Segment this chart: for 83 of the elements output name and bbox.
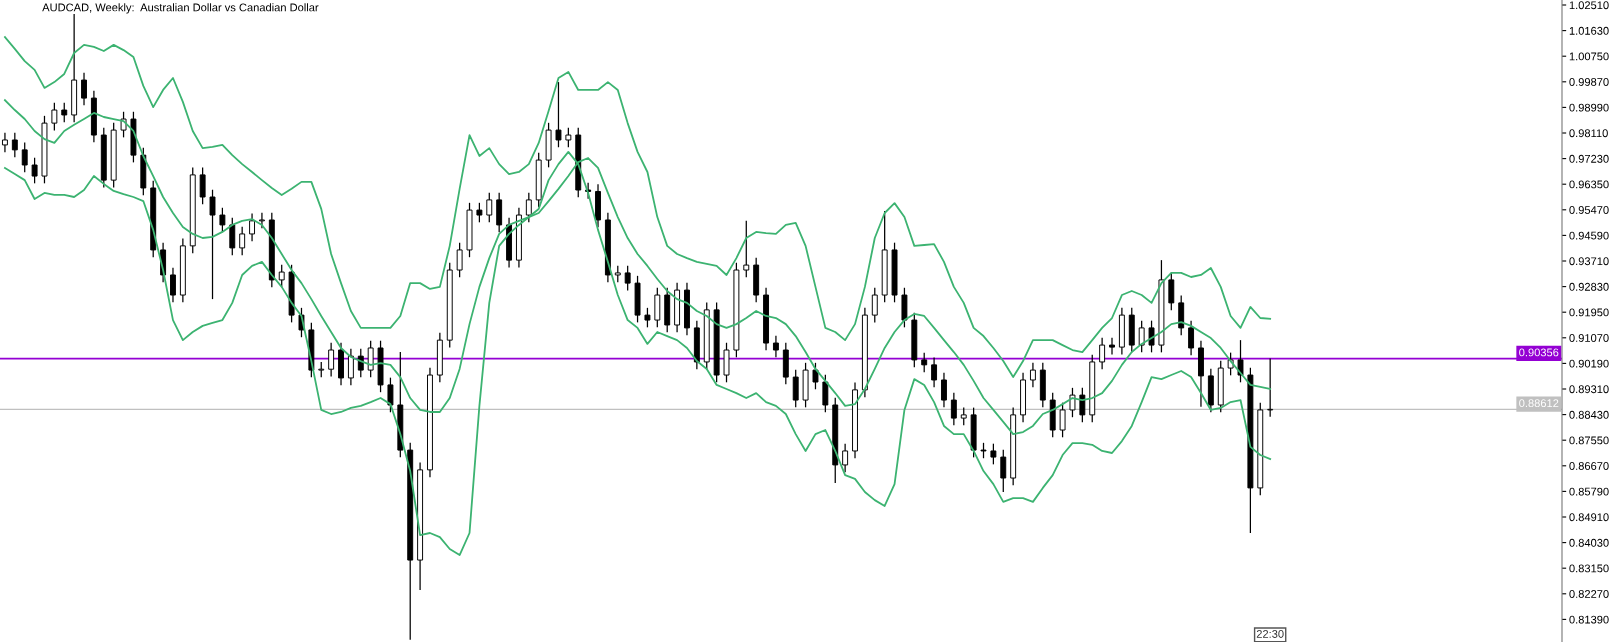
candlestick (1, 132, 8, 153)
candlestick (367, 340, 374, 378)
y-tick-label: 0.96350 (1569, 180, 1609, 189)
y-tick-label: 1.02510 (1569, 1, 1609, 10)
candlestick (31, 157, 38, 184)
y-tick-label: 0.98110 (1569, 129, 1608, 138)
y-tick-label: 0.94590 (1569, 231, 1609, 240)
candlestick (81, 72, 87, 106)
y-tick-label: 0.95470 (1569, 206, 1609, 214)
candlestick (921, 352, 928, 373)
candlestick (950, 392, 957, 426)
ref-line-label: 0.88612 (1519, 399, 1559, 408)
y-tick-label: 0.86670 (1569, 462, 1609, 470)
candlestick (1267, 357, 1274, 418)
candlestick (258, 212, 265, 229)
candlestick (1109, 337, 1115, 356)
candlestick (1000, 449, 1007, 493)
y-tick-label: 1.01630 (1569, 26, 1609, 35)
candlestick (1059, 402, 1066, 438)
candlestick (822, 374, 829, 413)
candlestick (812, 362, 819, 390)
candlestick (61, 102, 68, 123)
candlestick (555, 81, 562, 148)
candlestick (21, 141, 28, 173)
y-tick-label: 0.89310 (1569, 385, 1609, 394)
candlestick (1138, 320, 1145, 353)
line-series (4, 36, 1272, 378)
y-tick-label: 0.91950 (1569, 308, 1609, 317)
y-tick-label: 0.84030 (1569, 538, 1609, 547)
y-tick-label: 0.97230 (1569, 154, 1609, 163)
candlestick (229, 217, 236, 256)
candlestick (743, 220, 750, 278)
candlestick (931, 356, 938, 388)
candlestick (941, 372, 947, 408)
candlestick (1168, 272, 1175, 311)
candlestick (209, 189, 216, 300)
candlestick (644, 307, 651, 328)
candlestick (1148, 320, 1155, 353)
candlestick (1188, 320, 1195, 356)
chart-title: AUDCAD, Weekly: Australian Dollar vs Canadian Dollar (42, 3, 319, 14)
candlestick (792, 369, 799, 408)
candlestick (565, 127, 572, 148)
y-tick-label: 0.82270 (1569, 590, 1609, 598)
y-tick-label: 0.93710 (1569, 257, 1609, 266)
candlestick (239, 226, 246, 256)
candlestick (1069, 387, 1076, 418)
candlestick (347, 348, 354, 386)
y-tick-label: 1.00750 (1569, 52, 1609, 61)
candlestick (525, 192, 532, 223)
candlestick (199, 166, 206, 205)
candlestick (1099, 337, 1106, 370)
candlestick (51, 102, 58, 132)
candlestick (624, 265, 631, 292)
candlestick (328, 342, 335, 378)
y-tick-label: 0.81390 (1569, 615, 1609, 624)
y-tick-label: 0.98990 (1569, 103, 1609, 112)
y-tick-label: 0.88430 (1569, 410, 1609, 419)
candlestick (1237, 339, 1244, 383)
y-tick-label: 0.85790 (1569, 487, 1609, 496)
candlestick (11, 132, 18, 158)
candlestick (772, 335, 779, 358)
candlestick (486, 192, 493, 223)
candlestick (990, 443, 997, 465)
candlestick (1029, 362, 1036, 388)
y-tick-label: 0.83150 (1569, 564, 1609, 573)
ref-line-label: 0.90356 (1519, 348, 1559, 357)
candlestick (456, 242, 463, 278)
y-tick-label: 0.87550 (1569, 436, 1609, 445)
annotation: 22:30 (1256, 630, 1284, 638)
candlestick (170, 267, 176, 303)
y-tick-label: 0.90190 (1569, 359, 1609, 368)
candlestick (219, 207, 226, 233)
candlestick (357, 348, 364, 378)
candlestick (842, 443, 849, 473)
candlestick (476, 202, 483, 223)
candlestick (871, 287, 878, 324)
candlestick (249, 212, 256, 242)
y-tick-label: 0.99870 (1569, 78, 1609, 86)
candlestick (387, 377, 394, 413)
y-tick-label: 0.84910 (1569, 513, 1609, 522)
candlestick (1079, 387, 1086, 423)
y-tick-label: 0.92830 (1569, 282, 1609, 291)
y-tick-label: 0.91070 (1569, 334, 1609, 342)
